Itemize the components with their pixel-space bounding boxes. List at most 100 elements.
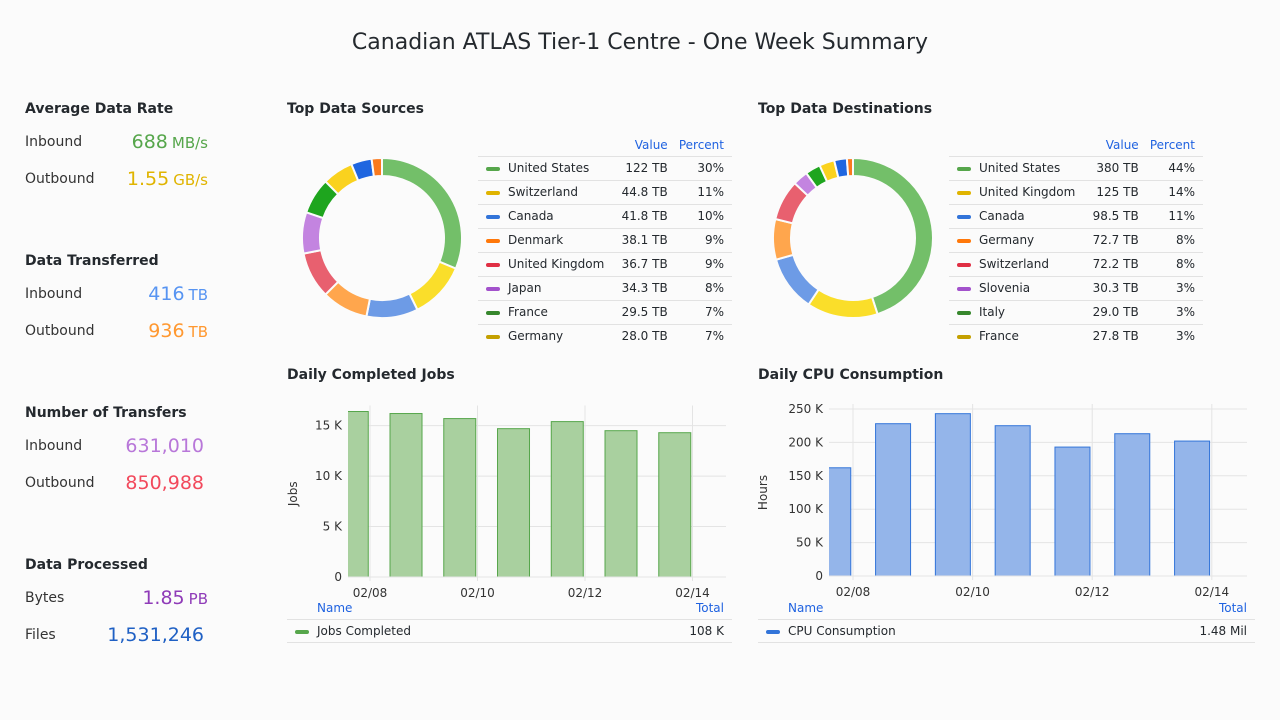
series-swatch-icon xyxy=(957,334,971,339)
stat-number: 1.55 xyxy=(126,168,170,190)
bar[interactable] xyxy=(336,411,369,578)
donut-slice[interactable] xyxy=(370,156,383,178)
bar[interactable] xyxy=(816,467,852,577)
legend-name-header[interactable]: Name xyxy=(317,601,353,615)
legend-row[interactable]: United States 122 TB 30% xyxy=(478,155,732,180)
legend-row[interactable]: Japan 34.3 TB 8% xyxy=(478,275,732,300)
series-value: 72.7 TB xyxy=(1081,227,1139,252)
stat-number: 688 xyxy=(131,131,168,153)
series-percent: 30% xyxy=(667,155,732,180)
y-tick-label: 100 K xyxy=(788,502,824,516)
legend-row-jobs[interactable]: Jobs Completed 108 K xyxy=(287,619,732,643)
series-percent: 3% xyxy=(1138,275,1203,300)
legend-total-header[interactable]: Total xyxy=(1218,601,1247,615)
column-header-percent[interactable]: Percent xyxy=(1149,137,1195,152)
series-value: 125 TB xyxy=(1081,179,1139,204)
series-value: 98.5 TB xyxy=(1081,203,1139,228)
series-swatch-icon xyxy=(486,238,500,243)
legend-row[interactable]: Italy 29.0 TB 3% xyxy=(949,299,1203,324)
bar[interactable] xyxy=(875,423,912,577)
y-tick-label: 200 K xyxy=(788,435,824,449)
legend-total-header[interactable]: Total xyxy=(695,601,724,615)
series-name: France xyxy=(508,305,548,319)
bar[interactable] xyxy=(443,418,477,578)
series-name: Germany xyxy=(979,233,1035,247)
series-swatch-icon xyxy=(486,214,500,219)
donut-slice[interactable] xyxy=(302,248,340,296)
y-tick-label: 0 xyxy=(815,569,823,583)
series-name: Denmark xyxy=(508,233,564,247)
donut-slice[interactable] xyxy=(365,292,419,319)
donut-slice[interactable] xyxy=(845,156,854,178)
legend-row-cpu[interactable]: CPU Consumption 1.48 Mil xyxy=(758,619,1255,643)
bar[interactable] xyxy=(994,425,1031,577)
series-swatch-icon xyxy=(486,190,500,195)
series-name: Switzerland xyxy=(979,257,1049,271)
series-swatch-icon xyxy=(295,629,309,634)
series-swatch-icon xyxy=(486,166,500,171)
series-swatch-icon xyxy=(957,238,971,243)
series-name: United Kingdom xyxy=(508,257,605,271)
panel-title-destinations[interactable]: Top Data Destinations xyxy=(758,101,933,117)
series-percent: 3% xyxy=(1138,323,1203,348)
donut-slice[interactable] xyxy=(301,211,325,255)
legend-row[interactable]: France 29.5 TB 7% xyxy=(478,299,732,324)
series-value: 380 TB xyxy=(1081,155,1139,180)
series-swatch-icon xyxy=(486,262,500,267)
series-value: 44.8 TB xyxy=(610,179,668,204)
cpu-bar-chart: 0 50 K 100 K 150 K 200 K 250 K 02/08 02/10 02/12… xyxy=(756,402,1247,599)
bar[interactable] xyxy=(1114,433,1151,577)
bar[interactable] xyxy=(550,421,584,578)
legend-row[interactable]: United States 380 TB 44% xyxy=(949,155,1203,180)
legend-row[interactable]: Denmark 38.1 TB 9% xyxy=(478,227,732,252)
legend-row[interactable]: Switzerland 44.8 TB 11% xyxy=(478,179,732,204)
donut-slice[interactable] xyxy=(774,253,820,306)
series-value: 41.8 TB xyxy=(610,203,668,228)
donut-slice[interactable] xyxy=(852,156,934,316)
donut-slice[interactable] xyxy=(807,288,879,319)
x-tick-label: 02/12 xyxy=(1075,585,1110,599)
series-name: Canada xyxy=(508,209,554,223)
donut-slice[interactable] xyxy=(772,217,795,261)
stat-label: Outbound xyxy=(25,475,95,491)
legend-row[interactable]: Slovenia 30.3 TB 3% xyxy=(949,275,1203,300)
legend-row[interactable]: France 27.8 TB 3% xyxy=(949,323,1203,348)
bar[interactable] xyxy=(604,430,638,578)
bar[interactable] xyxy=(658,432,692,578)
stat-heading: Average Data Rate xyxy=(25,101,174,117)
legend-row[interactable]: Canada 98.5 TB 11% xyxy=(949,203,1203,228)
column-header-value[interactable]: Value xyxy=(1105,137,1139,152)
donut-slice[interactable] xyxy=(408,260,458,312)
bar[interactable] xyxy=(934,413,971,577)
legend-row[interactable]: Canada 41.8 TB 10% xyxy=(478,203,732,228)
series-name: United States xyxy=(979,161,1061,175)
legend-row[interactable]: Germany 72.7 TB 8% xyxy=(949,227,1203,252)
series-percent: 9% xyxy=(667,251,732,276)
bar[interactable] xyxy=(389,413,423,578)
stat-unit: TB xyxy=(188,323,208,341)
panel-title-sources[interactable]: Top Data Sources xyxy=(287,101,424,117)
legend-row[interactable]: Switzerland 72.2 TB 8% xyxy=(949,251,1203,276)
x-tick-label: 02/08 xyxy=(836,585,871,599)
stat-heading: Number of Transfers xyxy=(25,405,187,421)
jobs-bar-chart: 0 5 K 10 K 15 K 02/08 02/10 02/12 02/14 Jobs xyxy=(286,405,726,600)
legend-row[interactable]: United Kingdom 125 TB 14% xyxy=(949,179,1203,204)
series-name: Germany xyxy=(508,329,564,344)
column-header-percent[interactable]: Percent xyxy=(678,137,724,152)
legend-row[interactable]: United Kingdom 36.7 TB 9% xyxy=(478,251,732,276)
column-header-value[interactable]: Value xyxy=(634,137,668,152)
legend-name-header[interactable]: Name xyxy=(788,601,824,615)
legend-row[interactable]: Germany 28.0 TB 7% xyxy=(478,323,732,348)
sources-donut-chart xyxy=(301,156,463,319)
bar[interactable] xyxy=(1054,446,1091,577)
donut-slice[interactable] xyxy=(381,156,463,270)
bar[interactable] xyxy=(1174,440,1211,577)
x-tick-label: 02/10 xyxy=(460,586,495,600)
panel-title-jobs[interactable]: Daily Completed Jobs xyxy=(287,367,455,383)
stat-unit: GB/s xyxy=(173,171,208,189)
stat-value: 1,531,246 xyxy=(107,624,208,646)
y-tick-label: 10 K xyxy=(315,469,343,483)
y-axis-label: Jobs xyxy=(286,481,300,507)
panel-title-cpu[interactable]: Daily CPU Consumption xyxy=(758,367,944,383)
bar[interactable] xyxy=(497,428,531,578)
